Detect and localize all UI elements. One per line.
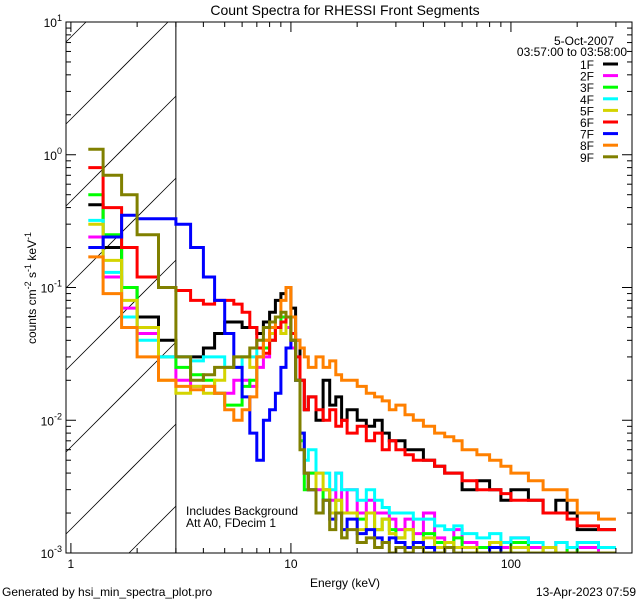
legend-label: 1F <box>580 58 594 72</box>
series-2F <box>88 235 616 553</box>
hatch-line <box>65 95 177 207</box>
legend-label: 8F <box>580 139 594 153</box>
chart-title: Count Spectra for RHESSI Front Segments <box>210 2 479 18</box>
hatch-line <box>65 423 177 535</box>
legend-item-6F: 6F <box>580 116 618 130</box>
legend-label: 6F <box>580 116 594 130</box>
y-axis-label: counts cm-2 s-1 keV-1 <box>23 232 39 344</box>
legend-item-4F: 4F <box>580 93 618 107</box>
legend-label: 2F <box>580 70 594 84</box>
footer-generator: Generated by hsi_min_spectra_plot.pro <box>2 585 212 599</box>
annotation-time-range: 03:57:00 to 03:58:00 <box>517 45 627 59</box>
y-tick-label: 10-1 <box>41 279 62 296</box>
legend-item-7F: 7F <box>580 128 618 142</box>
legend-label: 3F <box>580 81 594 95</box>
y-tick-label: 10-2 <box>41 411 62 428</box>
annotation-background: Includes Background <box>186 504 298 518</box>
hatch-line <box>65 21 87 43</box>
series-9F <box>88 147 616 553</box>
x-tick-label: 1 <box>68 557 75 571</box>
legend-label: 5F <box>580 104 594 118</box>
legend-item-5F: 5F <box>580 104 618 118</box>
legend-item-8F: 8F <box>580 139 618 153</box>
x-axis-label: Energy (keV) <box>310 576 380 590</box>
legend-label: 4F <box>580 93 594 107</box>
hatch-line <box>128 505 177 554</box>
legend-item-9F: 9F <box>580 151 618 165</box>
annotation-date: 5-Oct-2007 <box>554 34 614 48</box>
series-5F <box>88 222 616 553</box>
annotation-attenuator: Att A0, FDecim 1 <box>186 516 276 530</box>
y-tick-label: 100 <box>44 146 62 163</box>
legend-item-1F: 1F <box>580 58 618 72</box>
plot-frame <box>65 21 633 554</box>
hatch-line <box>65 21 169 125</box>
footer-timestamp: 13-Apr-2023 07:59 <box>536 585 636 599</box>
legend-label: 7F <box>580 128 594 142</box>
series-4F <box>88 218 616 549</box>
legend-item-2F: 2F <box>580 70 618 84</box>
x-tick-label: 10 <box>284 557 298 571</box>
y-tick-label: 10-3 <box>41 544 62 561</box>
series-7F <box>88 213 616 553</box>
y-tick-label: 101 <box>44 13 62 30</box>
x-tick-label: 100 <box>501 557 521 571</box>
series-6F <box>88 166 616 532</box>
series-8F <box>88 255 616 521</box>
legend-item-3F: 3F <box>580 81 618 95</box>
legend-label: 9F <box>580 151 594 165</box>
